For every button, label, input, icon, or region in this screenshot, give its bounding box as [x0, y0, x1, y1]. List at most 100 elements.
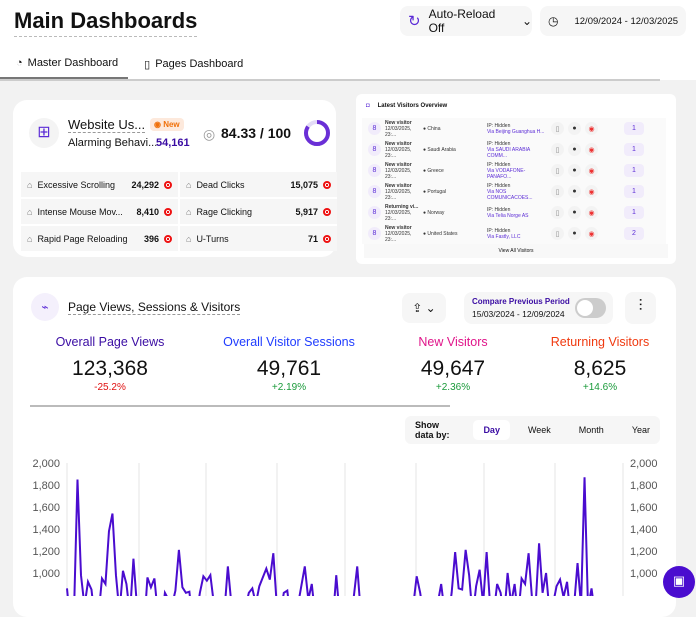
os-icon: ●	[568, 185, 581, 198]
stat-label: Overall Page Views	[55, 335, 165, 349]
page-title: Main Dashboards	[14, 8, 198, 37]
behavior-item[interactable]: ⌂ Excessive Scrolling 24,292	[21, 172, 178, 197]
device-icon: ▯	[551, 122, 564, 135]
visitor-type: New visitor	[385, 119, 412, 126]
section-title[interactable]: Page Views, Sessions & Visitors	[68, 300, 241, 315]
view-all-visitors-button[interactable]: View All Visitors	[364, 244, 668, 258]
visitor-row[interactable]: 8 New visitor 12/03/2025, 23:... ● Greece IP…	[362, 160, 666, 181]
user-icon: 8	[368, 143, 381, 156]
export-button[interactable]: ⇪ ⌄	[402, 293, 446, 323]
top-bar: Main Dashboards ↻ Auto-Reload Off ⌄ ◷ 12…	[0, 0, 696, 80]
visitor-row[interactable]: 8 New visitor 12/03/2025, 23:... ● China IP:…	[362, 118, 666, 139]
tab-master-dashboard[interactable]: ◔ Master Dashboard	[0, 52, 129, 79]
stat-change: +2.19%	[271, 382, 307, 393]
y-tick-label: 1,400	[32, 524, 60, 536]
country: ● United States	[423, 230, 458, 237]
behavior-item[interactable]: ⌂ Rapid Page Reloading 396	[21, 226, 178, 251]
behavior-subtitle: Alarming Behavi...	[68, 137, 158, 149]
behavior-item[interactable]: ⌂ Dead Clicks 15,075	[180, 172, 337, 197]
behavior-label: Rage Clicking	[196, 206, 252, 217]
visit-time: 12/03/2025, 23:...	[385, 125, 412, 138]
stat-block: New Visitors 49,647 +2.36%	[373, 335, 533, 393]
country: ● Saudi Arabia	[423, 146, 456, 153]
alert-icon	[323, 180, 331, 189]
country: ● China	[423, 125, 441, 132]
visitors-list: 8 New visitor 12/03/2025, 23:... ● China IP:…	[362, 118, 666, 244]
chat-icon: ▣	[672, 573, 686, 588]
stat-label: New Visitors	[418, 335, 488, 349]
y-tick-label: 1,800	[630, 480, 658, 492]
score-ring	[304, 120, 330, 146]
page-views-chart: 2,000 2,000 1,800 1,800 1,600 1,600 1,400 1,400…	[32, 458, 658, 596]
auto-reload-dropdown[interactable]: ↻ Auto-Reload Off ⌄	[400, 6, 532, 36]
visit-count: 2	[624, 227, 644, 240]
clock-icon: ◷	[548, 14, 559, 28]
compare-label: Compare Previous Period	[472, 297, 570, 306]
behavior-title[interactable]: Website Us...	[68, 117, 146, 133]
isp: Via Fastly, LLC	[487, 233, 521, 240]
visitor-row[interactable]: 8 New visitor 12/03/2025, 23:... ● Saudi Ar…	[362, 139, 666, 160]
period-month[interactable]: Month	[578, 425, 604, 435]
compare-toggle[interactable]	[575, 298, 606, 318]
visitor-icon: ◘	[366, 103, 370, 109]
y-tick-label: 1,200	[32, 546, 60, 558]
visit-time: 12/03/2025, 23:...	[385, 230, 412, 243]
stats-divider	[30, 405, 450, 407]
stat-block: Overall Page Views 123,368 -25.2%	[30, 335, 190, 393]
page-views-line	[66, 477, 594, 596]
dashboard-icon: ◔	[16, 57, 23, 69]
behavior-label: Intense Mouse Mov...	[37, 206, 123, 217]
device-icon: ▯	[551, 164, 564, 177]
behavior-item[interactable]: ⌂ Intense Mouse Mov... 8,410	[21, 199, 178, 224]
period-year[interactable]: Year	[631, 425, 650, 435]
behavior-icon[interactable]: ⊞	[29, 118, 59, 148]
ip: IP: Hidden	[487, 206, 511, 213]
visitor-row[interactable]: 8 Returning vi... 12/03/2025, 23:... ● Norw…	[362, 202, 666, 223]
visitors-header: ◘ Latest Visitors Overview	[366, 103, 448, 109]
chart-icon[interactable]: ⌁	[31, 293, 59, 321]
isp: Via VODAFONE-PANAFO...	[487, 167, 526, 180]
browser-icon: ◉	[585, 143, 598, 156]
isp: Via SAUDI ARABIA COMM...	[487, 146, 530, 159]
period-day[interactable]: Day	[473, 420, 510, 440]
behavior-value: 5,917	[295, 206, 318, 217]
alert-icon	[164, 207, 172, 216]
tag-icon: ⌂	[27, 206, 33, 217]
auto-reload-label: Auto-Reload Off	[428, 7, 496, 35]
stat-change: +14.6%	[582, 382, 618, 393]
stat-label: Returning Visitors	[550, 335, 650, 349]
alert-icon	[323, 207, 331, 216]
tab-pages-dashboard[interactable]: ▯ Pages Dashboard	[128, 52, 253, 79]
user-icon: 8	[368, 185, 381, 198]
tab-label: Master Dashboard	[27, 57, 119, 69]
user-icon: 8	[368, 122, 381, 135]
period-week[interactable]: Week	[527, 425, 551, 435]
behavior-item[interactable]: ⌂ Rage Clicking 5,917	[180, 199, 337, 224]
compare-range: 15/03/2024 - 12/09/2024	[472, 309, 565, 319]
date-range-picker[interactable]: ◷ 12/09/2024 - 12/03/2025	[540, 6, 686, 36]
stat-block: Returning Visitors 8,625 +14.6%	[520, 335, 680, 393]
show-by-label: Show data by:	[415, 420, 450, 440]
browser-icon: ◉	[585, 206, 598, 219]
y-tick-label: 1,600	[630, 502, 658, 514]
visitor-type: New visitor	[385, 224, 412, 231]
os-icon: ●	[568, 164, 581, 177]
chat-button[interactable]: ▣	[663, 566, 695, 598]
visit-count: 1	[624, 122, 644, 135]
settings-sliders-button[interactable]: ⫶	[625, 292, 656, 324]
ip: IP: Hidden	[487, 140, 511, 147]
tag-icon: ⌂	[186, 233, 192, 244]
period-selector: Show data by: Day Week Month Year	[405, 416, 660, 444]
upload-icon: ⇪	[412, 301, 423, 315]
tag-icon: ⌂	[186, 206, 192, 217]
y-tick-label: 1,800	[32, 480, 60, 492]
visitor-row[interactable]: 8 New visitor 12/03/2025, 23:... ● Portugal…	[362, 181, 666, 202]
visitor-row[interactable]: 8 New visitor 12/03/2025, 23:... ● United S…	[362, 223, 666, 244]
stat-change: +2.36%	[435, 382, 471, 393]
ip: IP: Hidden	[487, 161, 511, 168]
score-value: 84.33 / 100	[221, 125, 292, 141]
behavior-label: U-Turns	[196, 233, 229, 244]
behavior-item[interactable]: ⌂ U-Turns 71	[180, 226, 337, 251]
user-icon: 8	[368, 164, 381, 177]
visit-time: 12/03/2025, 23:...	[385, 167, 412, 180]
